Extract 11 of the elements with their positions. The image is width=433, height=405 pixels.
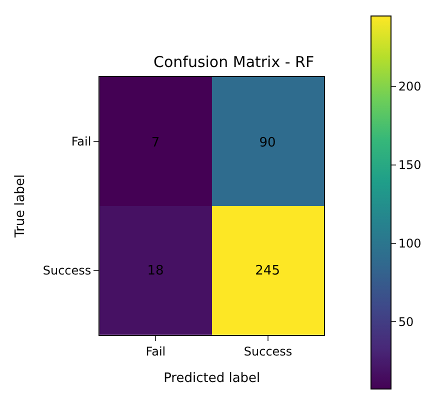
data-label: 7 bbox=[151, 136, 160, 150]
data-label: 90 bbox=[259, 136, 276, 150]
color-bar-label: 100 bbox=[398, 236, 422, 250]
data-label: 245 bbox=[255, 264, 280, 278]
y-axis-title: True label bbox=[12, 174, 28, 239]
data-label: 18 bbox=[147, 264, 164, 278]
color-bar-label: 150 bbox=[398, 158, 422, 172]
color-bar-label: 50 bbox=[398, 314, 414, 329]
color-bar-label: 200 bbox=[398, 80, 422, 94]
x-axis-title: Predicted label bbox=[164, 370, 260, 386]
chart-title: Confusion Matrix - RF bbox=[154, 52, 314, 71]
